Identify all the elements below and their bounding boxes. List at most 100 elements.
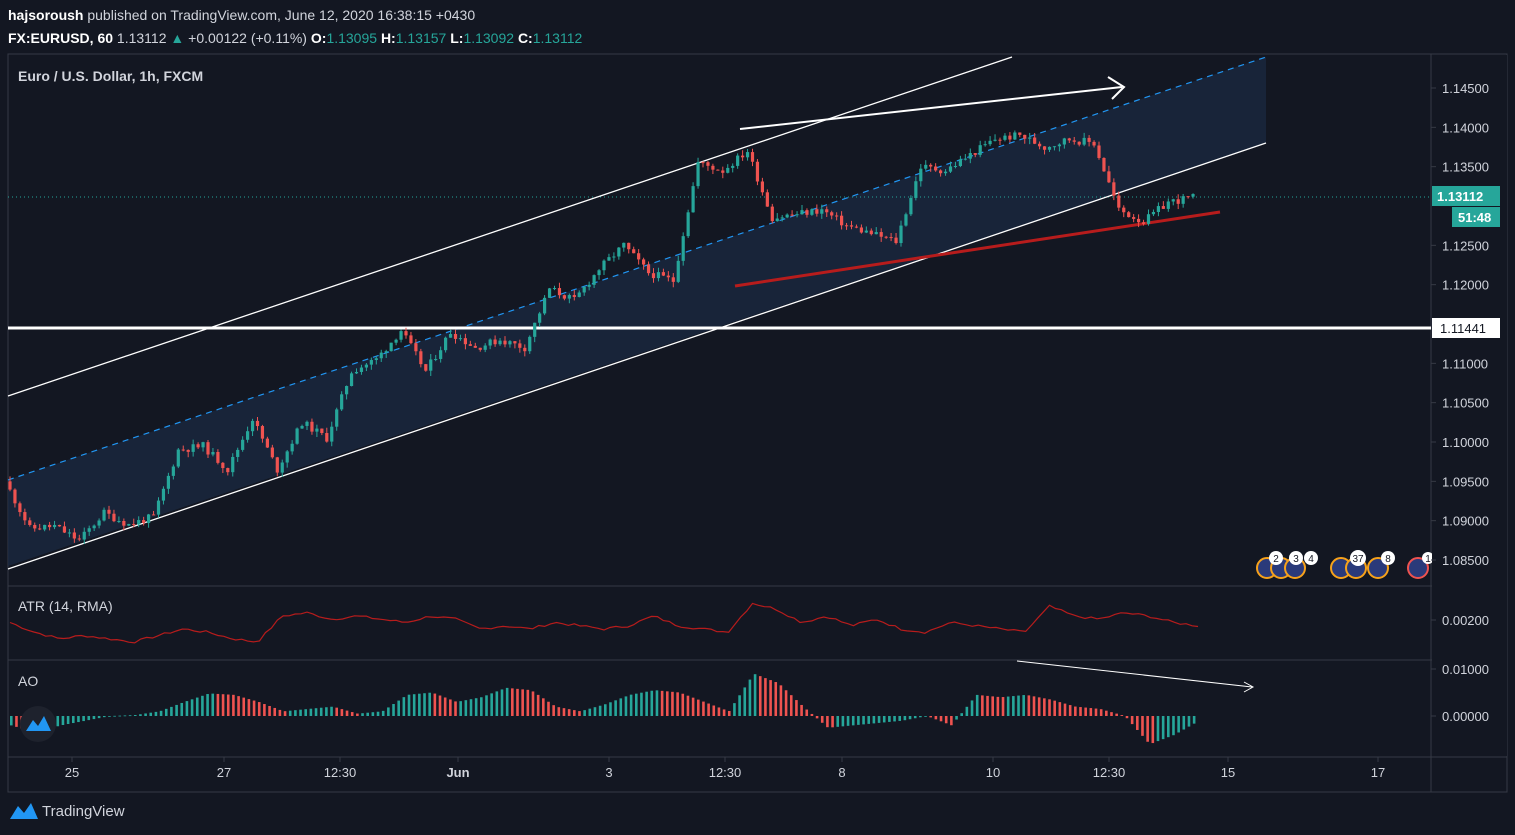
author-name[interactable]: hajsoroush bbox=[8, 7, 84, 23]
ao-bar bbox=[779, 685, 783, 716]
event-markers[interactable]: 2 3 4 37 8 1 bbox=[1256, 550, 1434, 579]
candle-body bbox=[171, 466, 175, 476]
ao-bar bbox=[392, 704, 395, 716]
ao-bar bbox=[180, 702, 184, 716]
ao-bar bbox=[640, 692, 643, 716]
change-arrow-icon: ▲ bbox=[170, 30, 185, 46]
ao-bar bbox=[299, 709, 302, 716]
event-count: 2 bbox=[1273, 554, 1279, 565]
ao-bar bbox=[87, 716, 91, 721]
event-flag-eu-icon[interactable] bbox=[1407, 557, 1429, 579]
candle-body bbox=[889, 237, 893, 239]
ao-bar bbox=[820, 716, 824, 723]
ao-bar bbox=[257, 702, 261, 716]
ao-bar bbox=[56, 716, 60, 727]
ao-divergence-line[interactable] bbox=[1016, 660, 1253, 688]
candle-body bbox=[919, 168, 923, 182]
ao-bar bbox=[955, 716, 958, 720]
ao-bar bbox=[376, 711, 380, 716]
time-tick-label: 8 bbox=[838, 765, 845, 780]
candle-body bbox=[161, 488, 166, 501]
ao-bar bbox=[252, 700, 256, 716]
ao-bar bbox=[97, 716, 101, 719]
candle-body bbox=[681, 236, 685, 261]
price-tick-label: 1.09500 bbox=[1442, 474, 1489, 489]
time-tick-label: 10 bbox=[986, 765, 1000, 780]
ao-bar bbox=[593, 707, 597, 716]
candle-body bbox=[701, 162, 705, 164]
ao-bar bbox=[1079, 707, 1082, 716]
time-axis[interactable]: 25 27 12:30 Jun 3 12:30 8 10 12:30 15 17 bbox=[65, 757, 1385, 780]
ao-bar bbox=[1110, 712, 1113, 716]
ao-bar bbox=[629, 694, 633, 716]
candle-body bbox=[770, 206, 774, 222]
candle-body bbox=[904, 214, 908, 226]
support-trendline[interactable] bbox=[734, 210, 1221, 288]
ao-bar bbox=[397, 700, 400, 716]
tradingview-brand[interactable]: TradingView bbox=[42, 803, 125, 820]
candle-body bbox=[646, 264, 651, 274]
candle-body bbox=[651, 273, 656, 279]
candle-body bbox=[453, 333, 458, 339]
candle-body bbox=[1092, 141, 1096, 146]
ao-bar bbox=[278, 709, 282, 716]
ao-bar bbox=[175, 704, 178, 716]
ao-bar bbox=[908, 716, 912, 720]
ao-bar bbox=[583, 710, 586, 716]
ao-bar bbox=[1037, 697, 1041, 716]
ao-bar bbox=[325, 707, 328, 716]
ao-bar bbox=[727, 710, 731, 716]
candle-body bbox=[1028, 137, 1032, 139]
level-tag bbox=[1432, 318, 1500, 338]
candle-body bbox=[335, 409, 339, 427]
ao-group bbox=[10, 674, 1196, 744]
ao-bar bbox=[733, 703, 736, 716]
candle-body bbox=[246, 431, 250, 440]
ao-bar bbox=[609, 702, 612, 716]
ao-bar bbox=[92, 716, 96, 720]
ao-bar bbox=[1151, 716, 1155, 744]
ao-bar bbox=[536, 694, 540, 716]
ao-bar bbox=[1115, 713, 1118, 716]
ao-bar bbox=[986, 695, 989, 716]
candle-body bbox=[399, 331, 403, 340]
candle-body bbox=[280, 462, 284, 473]
tradingview-logo-icon[interactable] bbox=[10, 803, 38, 819]
price-axis-panel[interactable] bbox=[1432, 55, 1507, 756]
time-tick-label: 27 bbox=[217, 765, 231, 780]
ao-bar bbox=[691, 697, 695, 716]
ao-bar bbox=[1017, 695, 1020, 716]
ao-bar bbox=[996, 696, 1000, 716]
candle-body bbox=[582, 286, 586, 293]
candle-body bbox=[394, 339, 398, 343]
ao-bar bbox=[1006, 696, 1010, 716]
ao-bar bbox=[381, 710, 385, 716]
ao-bar bbox=[283, 711, 287, 716]
candle-body bbox=[1127, 212, 1131, 218]
tradingview-badge-icon[interactable] bbox=[20, 706, 56, 742]
ao-bar bbox=[934, 716, 938, 720]
ao-bar bbox=[195, 697, 199, 716]
event-count: 1 bbox=[1425, 554, 1431, 565]
candle-body bbox=[320, 428, 324, 434]
candle-body bbox=[1023, 134, 1027, 139]
candle-body bbox=[859, 227, 863, 233]
ao-bar bbox=[170, 706, 173, 716]
ao-bar bbox=[944, 716, 948, 724]
event-badge bbox=[1289, 551, 1303, 565]
event-count: 4 bbox=[1308, 554, 1314, 565]
level-tag-text: 1.11441 bbox=[1440, 321, 1486, 336]
ao-bar bbox=[495, 691, 499, 716]
candle-body bbox=[552, 288, 557, 290]
candle-body bbox=[72, 532, 76, 539]
ao-bar bbox=[1125, 716, 1129, 719]
candle-body bbox=[290, 443, 294, 452]
price-divergence-line[interactable] bbox=[739, 86, 1123, 130]
ao-bar bbox=[1012, 696, 1015, 716]
event-flag-us-icon[interactable] bbox=[1367, 557, 1389, 579]
ao-bar bbox=[226, 694, 230, 716]
price-tick-label: 1.08500 bbox=[1442, 553, 1489, 568]
candle-body bbox=[1171, 199, 1175, 202]
candle-body bbox=[741, 155, 745, 158]
